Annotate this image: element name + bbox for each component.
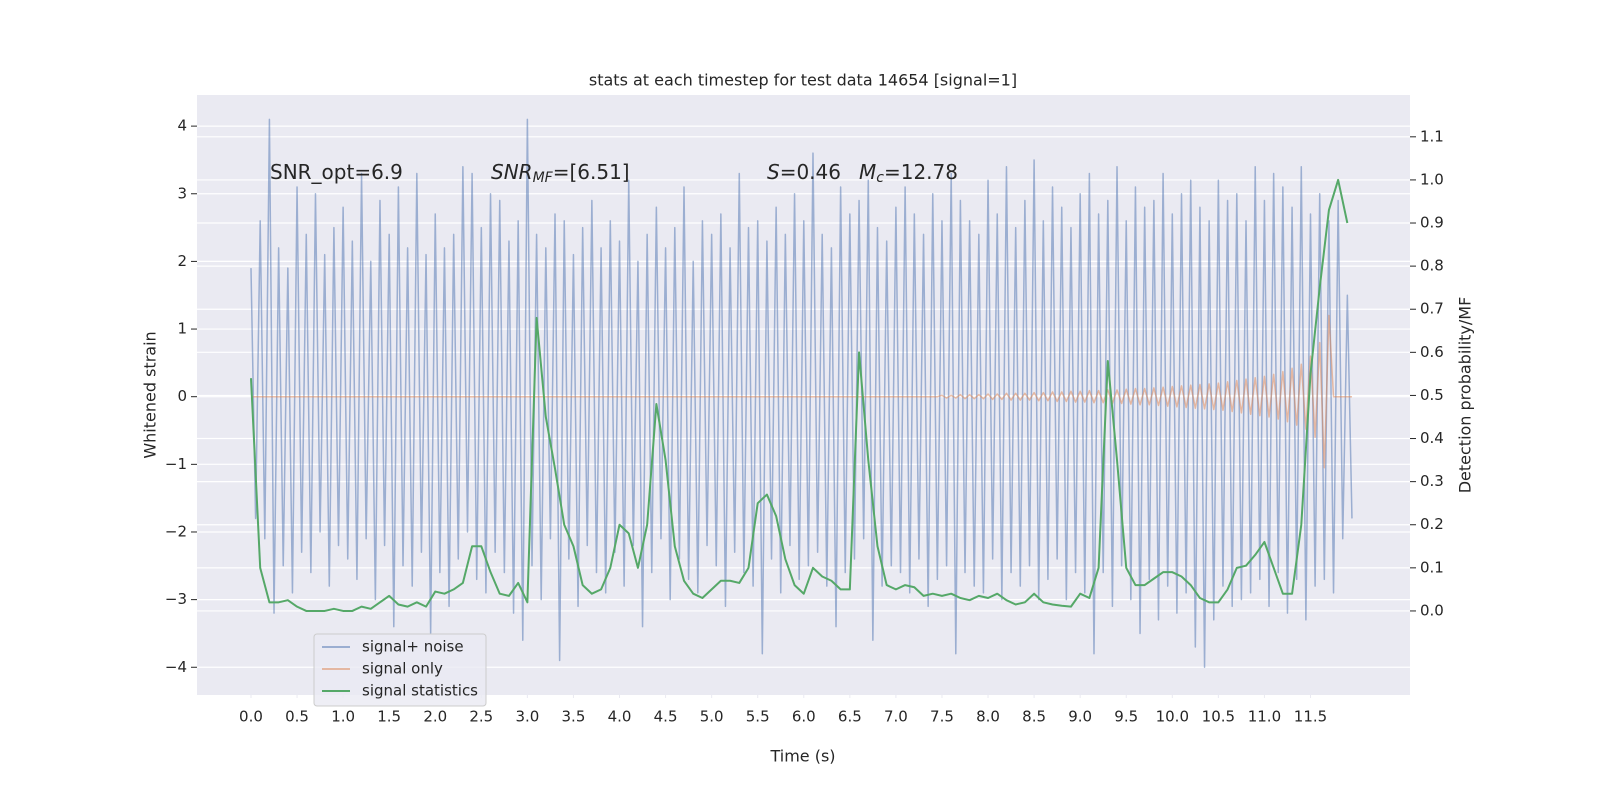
y-tick-label: −2	[165, 522, 187, 540]
y2-tick-label: 0.9	[1420, 214, 1444, 232]
y2-tick-label: 0.2	[1420, 515, 1444, 533]
legend-label: signal statistics	[362, 682, 478, 700]
y2-tick-label: 1.0	[1420, 170, 1444, 188]
x-tick-label: 8.0	[976, 708, 1000, 726]
x-tick-label: 9.0	[1068, 708, 1092, 726]
annotation: Mc=12.78	[859, 160, 958, 187]
y2-tick-label: 0.1	[1420, 558, 1444, 576]
annotation: SNRMF=[6.51]	[491, 160, 630, 187]
x-tick-label: 8.5	[1022, 708, 1046, 726]
x-tick-label: 1.5	[377, 708, 401, 726]
annotation-part: SNR	[491, 160, 533, 184]
y-tick-label: −1	[165, 455, 187, 473]
annotation-part: MF	[533, 170, 554, 186]
annotation-part: M	[859, 160, 876, 184]
x-tick-label: 4.5	[654, 708, 678, 726]
y-tick-label: −3	[165, 590, 187, 608]
x-tick-label: 5.5	[746, 708, 770, 726]
x-tick-label: 7.0	[884, 708, 908, 726]
y2-tick-label: 0.8	[1420, 257, 1444, 275]
x-axis-label: Time (s)	[769, 747, 835, 766]
x-tick-label: 11.0	[1248, 708, 1281, 726]
y2-axis-label: Detection probability/MF	[1456, 297, 1475, 494]
annotation-part: =12.78	[884, 160, 958, 184]
annotation: SNR_opt=6.9	[270, 160, 403, 184]
x-tick-label: 11.5	[1294, 708, 1327, 726]
legend-box	[313, 633, 487, 707]
series-line	[250, 314, 1352, 469]
y-tick-label: 3	[177, 184, 187, 202]
x-tick-label: 2.5	[469, 708, 493, 726]
x-tick-label: 6.0	[792, 708, 816, 726]
series-line	[249, 178, 1349, 612]
chart-title: stats at each timestep for test data 146…	[589, 71, 1017, 90]
annotation-part: SNR_opt=6.9	[270, 160, 403, 184]
y-tick-label: 0	[177, 387, 187, 405]
annotation-part: S	[767, 160, 780, 184]
y2-tick-label: 0.7	[1420, 300, 1444, 318]
y-tick-label: 4	[177, 117, 187, 135]
x-tick-label: 9.5	[1114, 708, 1138, 726]
y-tick-label: 2	[177, 252, 187, 270]
x-tick-label: 5.0	[700, 708, 724, 726]
y2-tick-label: 0.5	[1420, 386, 1444, 404]
legend-label: signal+ noise	[362, 638, 464, 656]
y-axis-label: Whitened strain	[141, 331, 160, 458]
y2-tick-label: 0.6	[1420, 343, 1444, 361]
series-line	[250, 118, 1353, 669]
x-tick-label: 0.0	[239, 708, 263, 726]
y-tick-label: 1	[177, 320, 187, 338]
annotation: S=0.46	[767, 160, 841, 184]
x-tick-label: 10.0	[1156, 708, 1189, 726]
y2-tick-label: 0.4	[1420, 429, 1444, 447]
x-tick-label: 4.0	[608, 708, 632, 726]
x-tick-label: 6.5	[838, 708, 862, 726]
x-tick-label: 3.0	[515, 708, 539, 726]
x-tick-label: 0.5	[285, 708, 309, 726]
annotation-part: c	[876, 170, 884, 186]
x-tick-label: 10.5	[1202, 708, 1235, 726]
legend-label: signal only	[362, 660, 443, 678]
x-tick-label: 3.5	[562, 708, 586, 726]
y2-tick-label: 0.3	[1420, 472, 1444, 490]
y2-tick-label: 1.1	[1420, 127, 1444, 145]
y-tick-label: −4	[165, 658, 187, 676]
x-tick-label: 7.5	[930, 708, 954, 726]
x-tick-label: 2.0	[423, 708, 447, 726]
annotation-part: =0.46	[780, 160, 841, 184]
annotation-part: =[6.51]	[553, 160, 630, 184]
x-tick-label: 1.0	[331, 708, 355, 726]
y2-tick-label: 0.0	[1420, 601, 1444, 619]
